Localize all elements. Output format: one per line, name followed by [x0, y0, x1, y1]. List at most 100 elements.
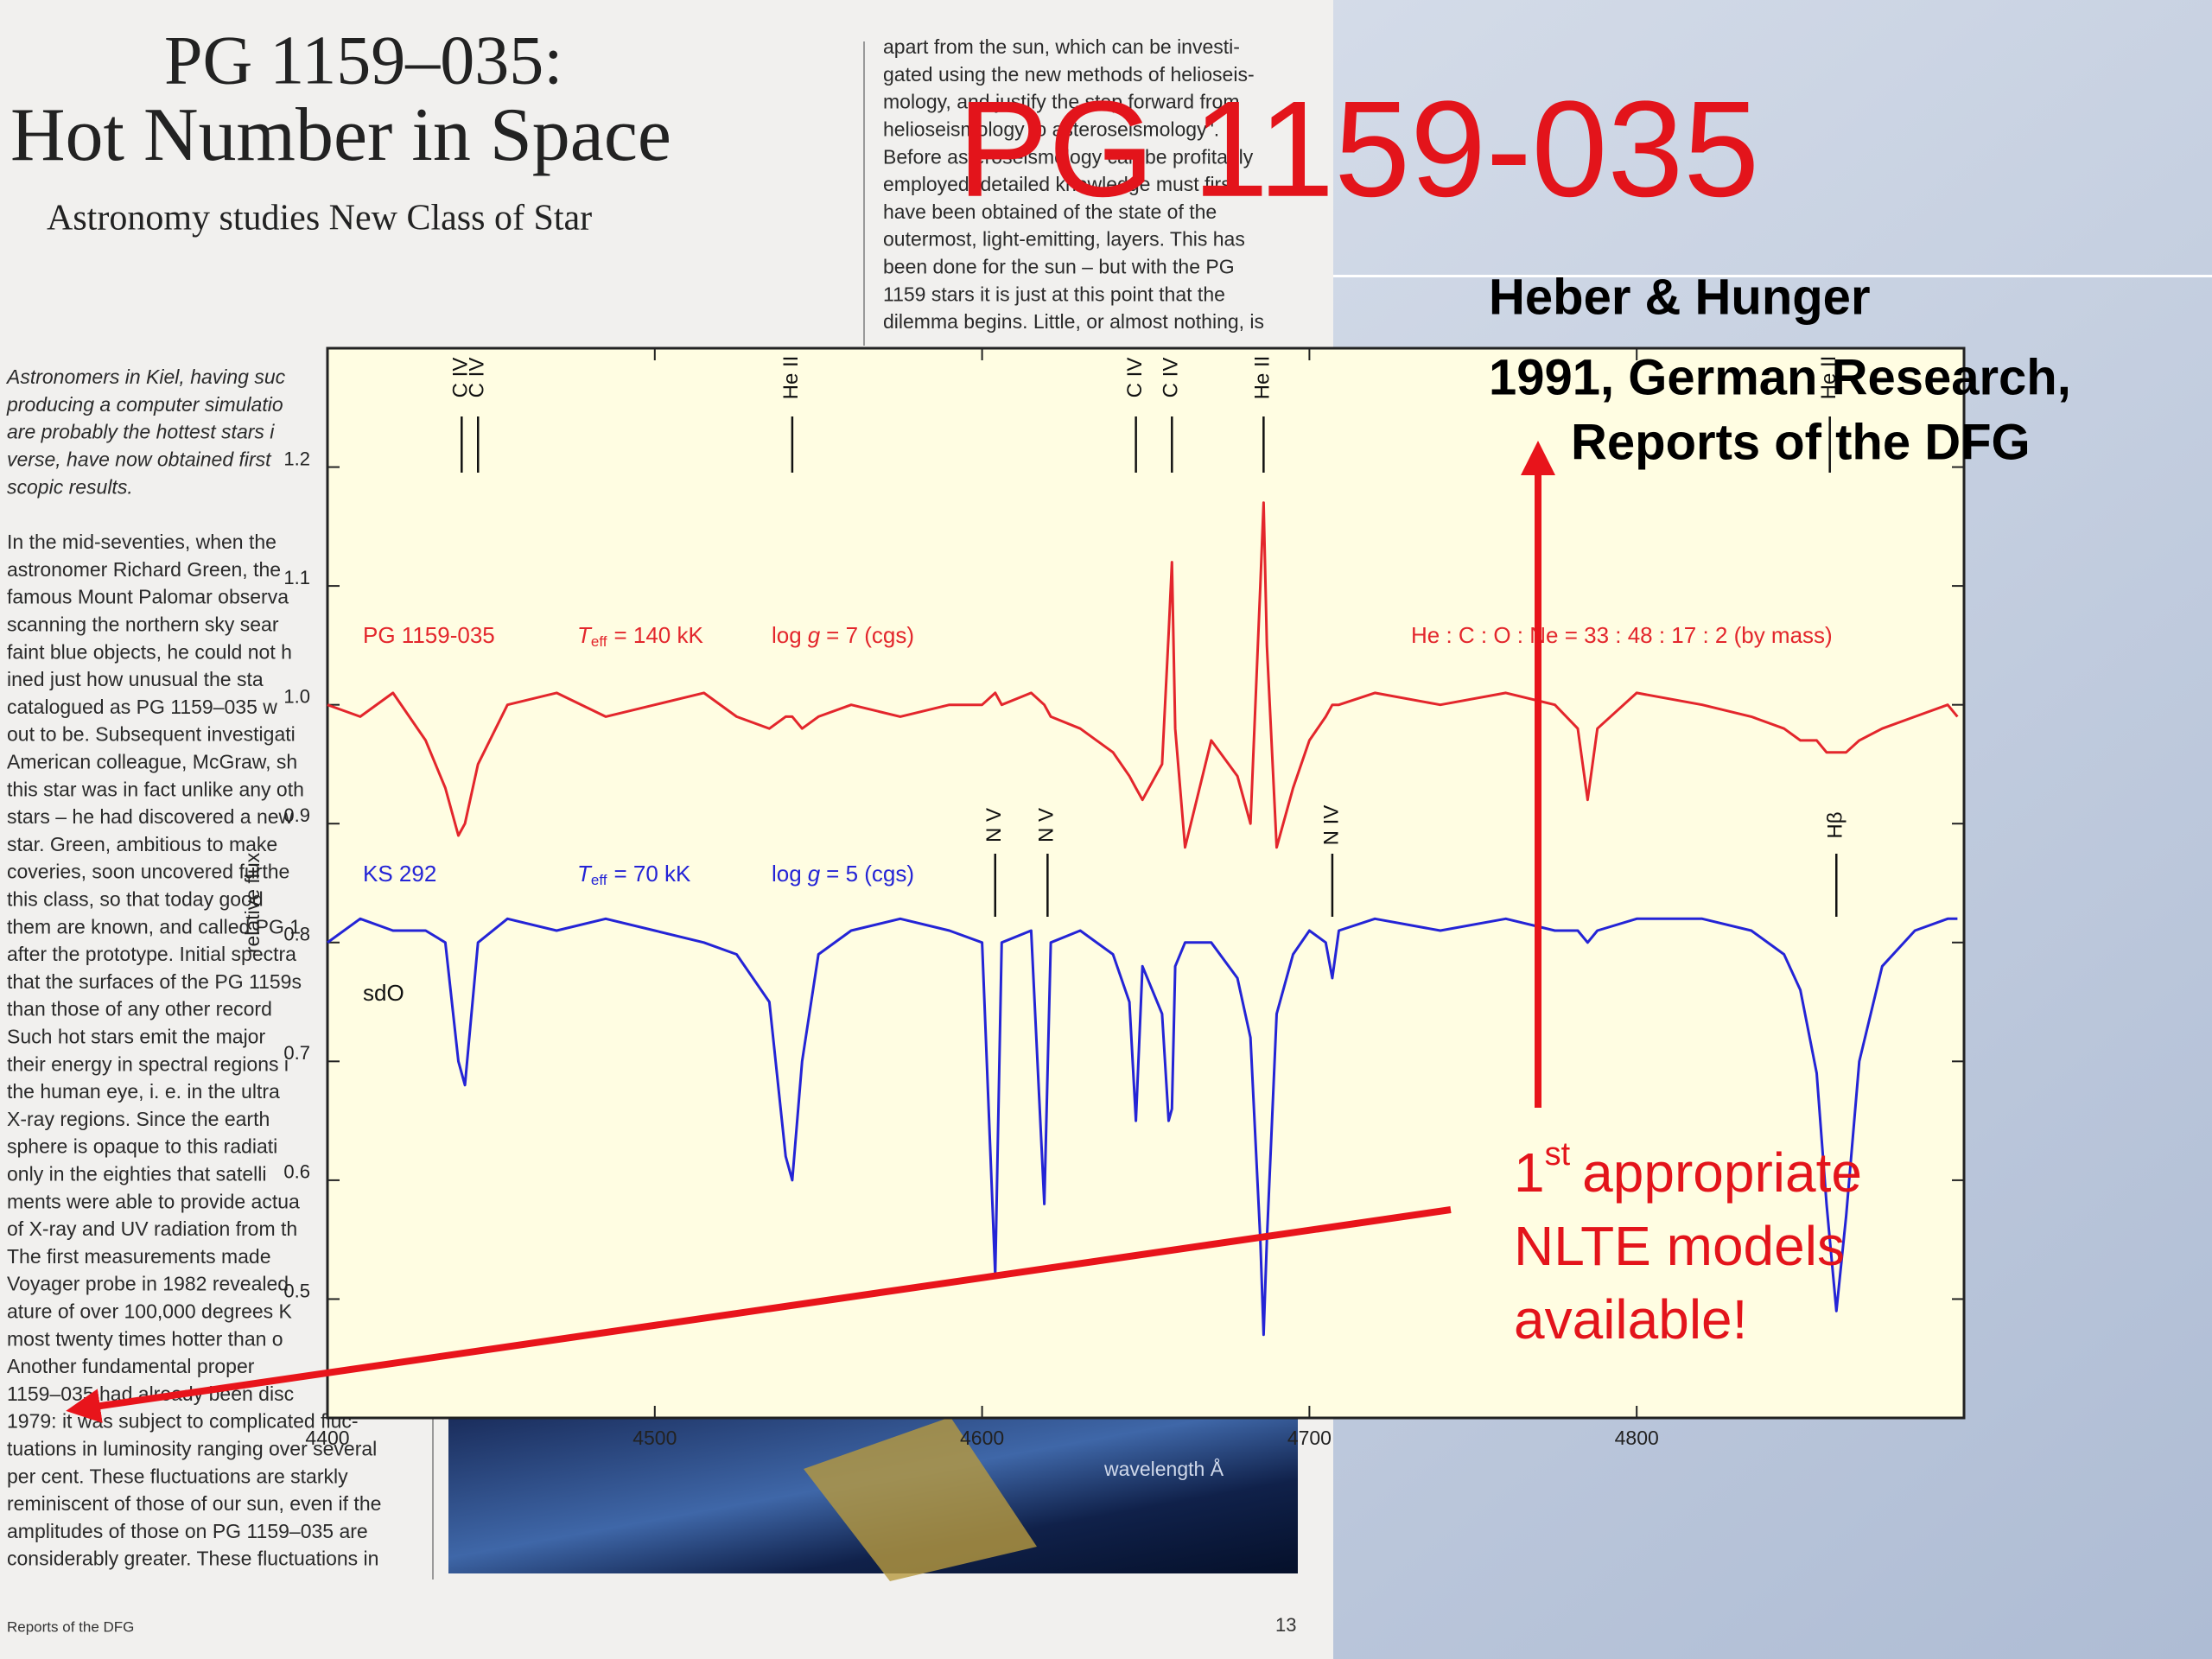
article-lead: scopic results. [7, 475, 133, 498]
article-line: helioseismology to asteroseismology". [883, 118, 1219, 140]
page-number: 13 [1275, 1614, 1296, 1636]
article-line: catalogued as PG 1159–035 w [7, 696, 277, 718]
article-line: Another fundamental proper [7, 1355, 255, 1377]
article-line: tuations in luminosity ranging over seve… [7, 1437, 377, 1459]
note-number: 1 [1514, 1141, 1545, 1204]
article-line: Before asteroseismology can be profitabl… [883, 145, 1254, 168]
y-axis-label: relative flux [241, 852, 264, 953]
line-id-label: C IV [1160, 358, 1183, 398]
y-tick-label: 0.5 [283, 1280, 310, 1301]
article-line: Such hot stars emit the major [7, 1025, 265, 1047]
series-label: KS 292 [363, 861, 436, 887]
abundance: He : C : O : Ne = 33 : 48 : 17 : 2 (by m… [1411, 622, 1833, 648]
note-line: 1st appropriate [1514, 1136, 1862, 1204]
plot-area [326, 346, 1966, 1420]
article-line: the human eye, i. e. in the ultra [7, 1080, 280, 1103]
article-line: outermost, light-emitting, layers. This … [883, 228, 1245, 251]
line-id-label: C IV [449, 358, 473, 398]
article-line: this class, so that today good [7, 887, 264, 910]
teff-symbol: T [577, 861, 593, 887]
line-id-label: He II [1817, 356, 1840, 400]
y-tick-label: 0.6 [283, 1161, 310, 1183]
note-text: NLTE models [1514, 1215, 1845, 1277]
line-id-label: N V [982, 808, 1006, 842]
article-line: only in the eighties that satelli [7, 1162, 266, 1185]
logg-log: log [772, 861, 802, 887]
note-text: available! [1514, 1288, 1747, 1351]
y-tick-label: 0.8 [283, 924, 310, 945]
x-tick-label: 4700 [1287, 1427, 1332, 1449]
article-lead: producing a computer simulatio [6, 393, 283, 416]
article-line: scanning the northern sky sear [7, 613, 279, 635]
teff-subscript: eff [591, 872, 607, 888]
footer-source: Reports of the DFG [7, 1618, 134, 1635]
teff-symbol: T [577, 622, 593, 648]
note-text: appropriate [1582, 1141, 1862, 1204]
article-line: have been obtained of the state of the [883, 200, 1217, 223]
article-lead: verse, have now obtained first [7, 448, 272, 470]
satellite-panel [804, 1417, 1037, 1581]
article: PG 1159–035: Hot Number in Space Astrono… [5, 22, 1296, 1635]
article-line: out to be. Subsequent investigati [7, 723, 296, 746]
logg: log g = 7 (cgs) [772, 622, 914, 648]
line-id-label: N V [1035, 808, 1058, 842]
line-id-label: Hβ [1824, 811, 1847, 838]
article-line: than those of any other record [7, 998, 272, 1020]
x-tick-label: 4800 [1615, 1427, 1659, 1449]
logg-g: g [808, 861, 821, 887]
article-line: dilemma begins. Little, or almost nothin… [883, 310, 1264, 333]
y-tick-label: 1.2 [283, 448, 310, 469]
logg-g: g [808, 622, 821, 648]
article-line: gated using the new methods of helioseis… [883, 63, 1255, 86]
article-line: X-ray regions. Since the earth [7, 1108, 270, 1130]
logg-log: log [772, 622, 802, 648]
y-tick-label: 1.0 [283, 685, 310, 707]
article-line: apart from the sun, which can be investi… [883, 35, 1240, 58]
spectrum-line [327, 917, 1958, 1337]
article-title: Hot Number in Space [10, 93, 671, 177]
x-axis-label: wavelength Å [1103, 1457, 1224, 1480]
note-superscript: st [1545, 1136, 1571, 1173]
article-line: sphere is opaque to this radiati [7, 1135, 277, 1158]
article-line: 1979: it was subject to complicated fluc… [7, 1410, 359, 1433]
teff-subscript: eff [591, 633, 607, 650]
article-line: astronomer Richard Green, the [7, 558, 281, 581]
article-line: after the prototype. Initial spectra [7, 943, 296, 965]
article-line: ature of over 100,000 degrees K [7, 1300, 293, 1322]
x-tick-label: 4400 [305, 1427, 349, 1449]
article-line: star. Green, ambitious to make [7, 833, 277, 855]
overlay: PG 1159-035 1st appropriate NLTE models a… [66, 73, 2071, 1423]
article-line: per cent. These fluctuations are starkly [7, 1465, 348, 1487]
logg-value: = 5 (cgs) [826, 861, 914, 887]
series-label: PG 1159-035 [363, 622, 495, 648]
article-lead: are probably the hottest stars i [7, 421, 275, 443]
article-line: most twenty times hotter than o [7, 1327, 283, 1350]
line-id-label: N IV [1319, 805, 1343, 846]
teff: Teff = 140 kK [577, 622, 703, 651]
article-line: American colleague, McGraw, sh [7, 750, 297, 772]
article-lead: Astronomers in Kiel, having suc [5, 365, 286, 388]
article-line: The first measurements made [7, 1245, 271, 1268]
teff-value: = 70 kK [613, 861, 691, 887]
article-line: Voyager probe in 1982 revealed [7, 1273, 289, 1295]
article-line: employed, detailed knowledge must first [883, 173, 1237, 195]
article-line: considerably greater. These fluctuations… [7, 1548, 378, 1570]
y-tick-label: 1.1 [283, 567, 310, 588]
article-line: reminiscent of those of our sun, even if… [7, 1492, 381, 1515]
y-tick-label: 0.9 [283, 804, 310, 826]
article-line: ined just how unusual the sta [7, 668, 264, 690]
article-line: famous Mount Palomar observa [7, 586, 289, 608]
y-tick-label: 0.7 [283, 1042, 310, 1064]
spectrum-line [327, 501, 1959, 849]
line-id-label: C IV [466, 358, 489, 398]
slide-title: PG 1159-035 [957, 73, 1759, 226]
line-id-label: C IV [1123, 358, 1147, 398]
reference: Reports of the DFG [1571, 414, 2031, 470]
logg: log g = 5 (cgs) [772, 861, 914, 887]
teff-value: = 140 kK [613, 622, 703, 648]
x-tick-label: 4500 [632, 1427, 677, 1449]
line-id-label: He II [779, 356, 803, 400]
reference: 1991, German Research, [1489, 349, 2071, 405]
article-line: stars – he had discovered a new [7, 805, 294, 828]
